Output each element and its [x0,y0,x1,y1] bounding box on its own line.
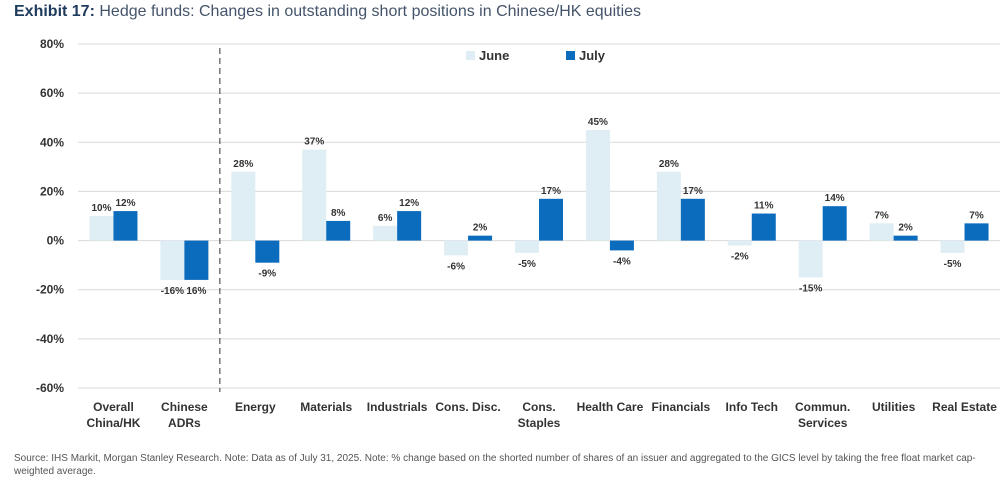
bar-june [940,240,965,253]
data-label-july: 17% [683,186,703,197]
y-tick-label: -60% [36,381,64,395]
y-tick-label: 60% [40,86,64,100]
data-label-july: 2% [473,223,488,234]
data-label-june: -2% [731,251,749,262]
data-label-june: -16% [161,286,184,297]
data-label-july: -9% [258,269,276,280]
bar-june [302,149,327,241]
category-label: Real Estate [932,400,997,414]
bar-june [160,240,185,280]
bar-june [727,240,752,246]
bar-june [798,240,823,278]
category-label: Utilities [872,400,916,414]
category-label: Info Tech [726,400,778,414]
legend-label-june: June [479,48,509,63]
y-tick-label: -20% [36,283,64,297]
source-footnote: Source: IHS Markit, Morgan Stanley Resea… [14,453,976,477]
data-label-june: -6% [447,261,465,272]
data-label-june: 7% [874,210,889,221]
category-label: Industrials [367,400,428,414]
y-tick-label: 40% [40,135,64,149]
category-label: Staples [518,416,561,430]
category-label: Commun. [795,400,850,414]
data-label-july: 17% [541,186,561,197]
category-label: Services [798,416,848,430]
data-label-june: 28% [659,159,679,170]
bar-july [751,213,776,241]
data-label-july: -4% [613,256,631,267]
title-text: Hedge funds: Changes in outstanding shor… [99,3,642,20]
bar-july [255,240,280,263]
bar-july [539,198,563,241]
bar-june [373,225,398,241]
y-tick-label: 80% [40,37,64,51]
legend-label-july: July [579,48,606,63]
data-label-june: 28% [233,159,253,170]
bar-july [397,211,422,241]
category-label: Overall [93,400,134,414]
bar-july [468,235,493,241]
data-label-july: 16% [186,286,206,297]
data-label-july: 8% [331,208,346,219]
data-label-july: 12% [115,198,135,209]
data-label-june: 45% [588,117,608,128]
legend-swatch-july [566,51,575,60]
y-tick-label: 20% [40,184,64,198]
bar-june [515,240,539,253]
legend-swatch-june [466,51,475,60]
bar-june [89,216,114,241]
data-label-july: 7% [969,210,984,221]
bar-chart: 80% 60% 40% 20% 0% -20% -40% -60% 10% -16% 28% 37% 6… [36,37,1000,430]
category-label: China/HK [86,416,140,430]
bar-july [184,240,209,280]
category-label: Chinese [161,400,208,414]
bar-july [893,235,918,241]
bar-june [585,130,610,241]
data-label-july: 14% [825,193,845,204]
bar-july [326,220,351,241]
data-label-june: 6% [378,213,393,224]
data-label-july: 11% [754,201,774,212]
bar-june [656,171,681,241]
data-label-july: 12% [399,198,419,209]
data-label-june: 37% [304,137,324,148]
bar-july [822,206,847,241]
bar-june [444,240,469,256]
category-label: Cons. [522,400,555,414]
bar-july [609,240,634,251]
category-label: ADRs [168,416,201,430]
y-tick-label: 0% [47,234,65,248]
category-label: Cons. Disc. [435,400,500,414]
bar-july [964,223,989,241]
data-label-june: -5% [944,259,962,270]
data-label-june: -15% [799,283,822,294]
chart-title: Exhibit 17: Hedge funds: Changes in outs… [14,3,641,21]
category-label: Financials [652,400,711,414]
category-label: Health Care [577,400,644,414]
data-label-june: 10% [91,203,111,214]
bar-june [231,171,256,241]
y-tick-label: -40% [36,332,64,346]
data-label-july: 2% [898,223,913,234]
data-label-june: -5% [518,259,536,270]
bar-july [680,198,705,241]
bar-june [869,223,894,241]
exhibit-label: Exhibit 17: [14,3,95,20]
category-label: Energy [235,400,276,414]
bar-july [113,211,138,241]
category-label: Materials [300,400,352,414]
